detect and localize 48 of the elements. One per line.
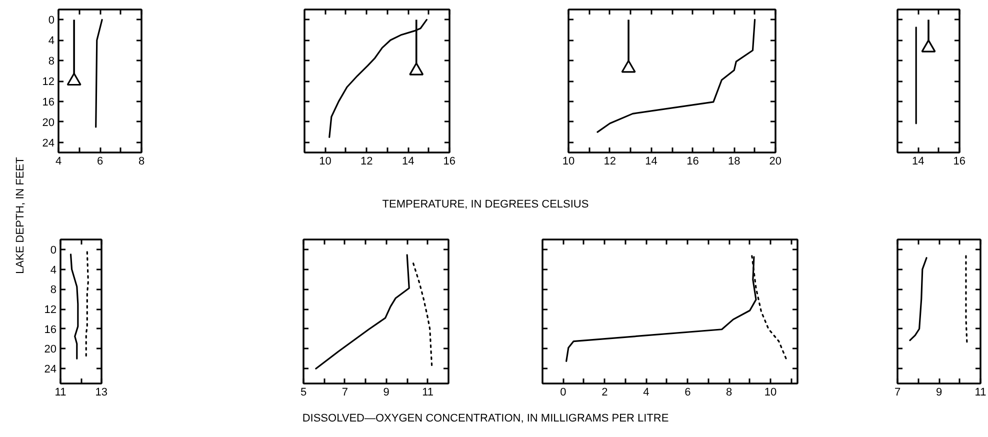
- y-tick-label: 12: [42, 76, 55, 88]
- x-tick-label: 0: [560, 386, 566, 398]
- x-tick-label: 8: [726, 386, 732, 398]
- x-tick-label: 9: [383, 386, 390, 398]
- x-tick-label: 8: [138, 156, 145, 168]
- y-tick-label: 8: [48, 56, 55, 68]
- y-tick-label: 20: [42, 116, 55, 129]
- x-tick-label: 20: [769, 156, 782, 168]
- y-tick-label: 4: [48, 35, 55, 48]
- x-tick-label: 12: [604, 156, 616, 168]
- text: DISSOLVED—OXYGEN CONCENTRATION, IN MILLIGRAMS PER LITRE: [302, 412, 669, 424]
- y-tick-label: 0: [48, 14, 55, 27]
- y-tick-label: 16: [42, 96, 55, 108]
- y-tick-label: 16: [44, 324, 57, 336]
- text: TEMPERATURE, IN DEGREES CELSIUS: [382, 198, 589, 210]
- line-series: [85, 251, 89, 357]
- line-series: [70, 254, 79, 360]
- y-axis-title: LAKE DEPTH, IN FEET: [14, 156, 26, 274]
- y-tick-label: 4: [50, 264, 57, 276]
- x-tick-label: 18: [728, 156, 740, 168]
- y-tick-label: 24: [44, 364, 57, 376]
- x-tick-label: 11: [422, 386, 434, 398]
- x-tick-label: 4: [643, 386, 650, 398]
- x-tick-label: 14: [402, 156, 414, 168]
- x-tick-label: 10: [764, 386, 777, 398]
- x-tick-label: 14: [645, 156, 658, 168]
- y-tick-label: 24: [42, 137, 55, 150]
- x-tick-label: 7: [894, 386, 901, 398]
- x-tick-label: 11: [54, 386, 66, 398]
- x-tick-label: 6: [96, 156, 104, 168]
- x-tick-label: 10: [562, 156, 575, 168]
- y-tick-label: 12: [44, 304, 57, 316]
- x-tick-label: 2: [602, 386, 608, 398]
- x-tick-label: 9: [936, 386, 942, 398]
- x-tick-label: 5: [300, 386, 307, 398]
- x-tick-label: 16: [686, 156, 699, 168]
- x-tick-label: 11: [974, 386, 986, 398]
- y-tick-label: 20: [44, 344, 57, 356]
- x-tick-label: 10: [319, 156, 332, 168]
- x-tick-label: 16: [953, 156, 966, 168]
- x-tick-label: 14: [912, 156, 924, 168]
- x-tick-label: 12: [360, 156, 373, 168]
- y-tick-label: 0: [50, 244, 57, 256]
- x-tick-label: 16: [443, 156, 456, 168]
- x-tick-label: 6: [684, 386, 691, 398]
- x-tick-label: 13: [95, 386, 108, 398]
- x-tick-label: 7: [342, 386, 348, 398]
- y-tick-label: 8: [50, 284, 57, 296]
